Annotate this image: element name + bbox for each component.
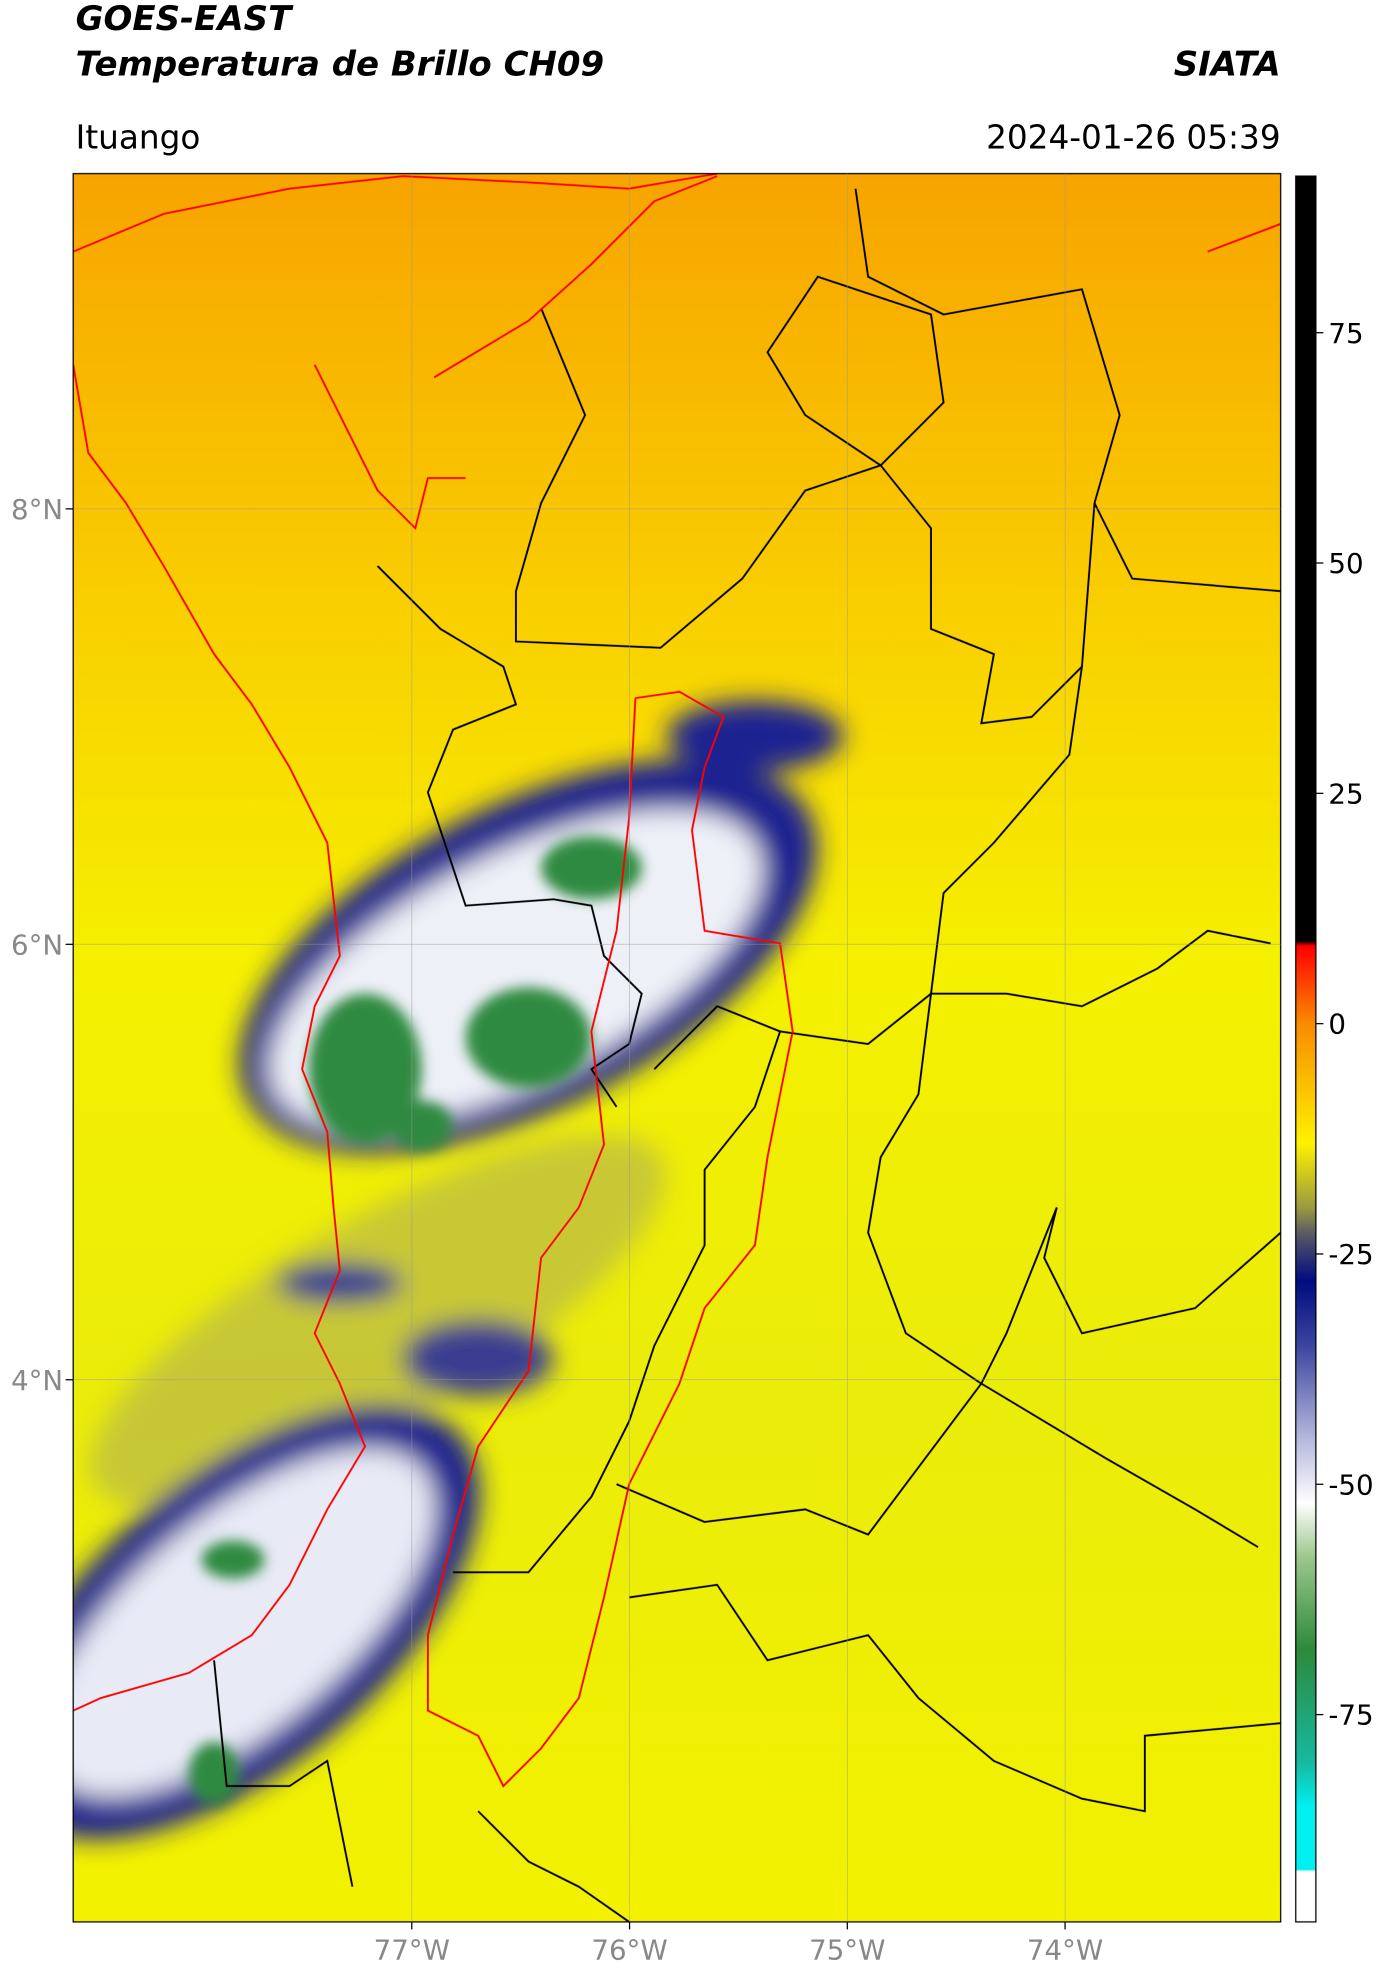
cloud-cores: [188, 836, 642, 1805]
colorbar-tick-label: 75: [1328, 317, 1363, 350]
colorbar-tick-label: 50: [1328, 547, 1363, 580]
x-tick-label: 77°W: [374, 1934, 450, 1967]
coastline: [73, 173, 1281, 1788]
location: Ituango: [76, 118, 201, 156]
x-tick-label: 75°W: [809, 1934, 885, 1967]
x-tick-label: 76°W: [591, 1934, 667, 1967]
x-tick-label: 74°W: [1027, 1934, 1103, 1967]
colorbar-tick-label: 25: [1328, 777, 1363, 810]
colorbar: [1295, 175, 1317, 1923]
map-frame: [72, 172, 1282, 1923]
clouds: [73, 700, 843, 1839]
map: [73, 173, 1281, 1922]
y-tick-label: 8°N: [11, 493, 63, 526]
y-tick-label: 6°N: [11, 928, 63, 961]
borders: [213, 188, 1281, 1922]
brand: SIATA: [1174, 44, 1281, 84]
title: GOES-EAST: [76, 0, 294, 39]
y-tick-label: 4°N: [11, 1364, 63, 1397]
colorbar-tick-label: 0: [1328, 1008, 1346, 1041]
colorbar-tick-label: -50: [1328, 1468, 1373, 1501]
datetime: 2024-01-26 05:39: [986, 118, 1281, 156]
subtitle: Temperatura de Brillo CH09: [76, 44, 604, 84]
colorbar-tick-label: -75: [1328, 1699, 1373, 1732]
colorbar-tick-label: -25: [1328, 1238, 1373, 1271]
